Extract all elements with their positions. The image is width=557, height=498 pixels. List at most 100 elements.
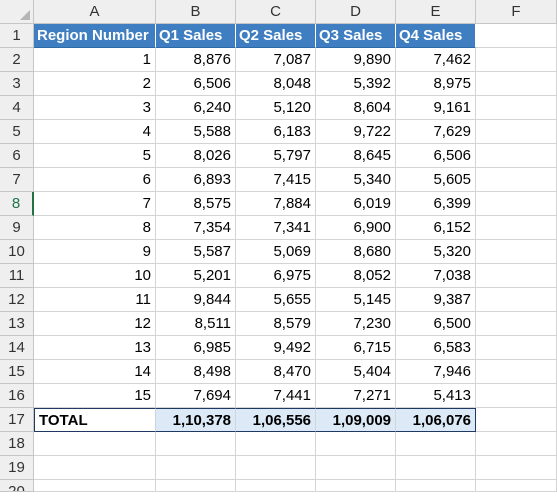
row-header-14[interactable]: 14 <box>0 336 34 360</box>
empty-cell[interactable] <box>476 288 557 312</box>
data-cell[interactable]: 8,975 <box>396 72 476 96</box>
data-cell[interactable]: 5,605 <box>396 168 476 192</box>
data-cell[interactable]: 13 <box>34 336 156 360</box>
column-header-e[interactable]: E <box>396 0 476 24</box>
empty-cell[interactable] <box>476 216 557 240</box>
row-header-13[interactable]: 13 <box>0 312 34 336</box>
data-cell[interactable]: 7,415 <box>236 168 316 192</box>
empty-cell[interactable] <box>34 480 156 492</box>
data-cell[interactable]: 6,019 <box>316 192 396 216</box>
empty-cell[interactable] <box>476 408 557 432</box>
data-cell[interactable]: 7,884 <box>236 192 316 216</box>
select-all-corner[interactable] <box>0 0 34 24</box>
data-cell[interactable]: 10 <box>34 264 156 288</box>
data-cell[interactable]: 7,694 <box>156 384 236 408</box>
header-cell[interactable]: Q3 Sales <box>316 24 396 48</box>
data-cell[interactable]: 7,441 <box>236 384 316 408</box>
data-cell[interactable]: 8 <box>34 216 156 240</box>
column-header-c[interactable]: C <box>236 0 316 24</box>
empty-cell[interactable] <box>476 192 557 216</box>
total-value-cell[interactable]: 1,10,378 <box>156 408 236 432</box>
data-cell[interactable]: 6,399 <box>396 192 476 216</box>
data-cell[interactable]: 6,715 <box>316 336 396 360</box>
empty-cell[interactable] <box>316 432 396 456</box>
row-header-11[interactable]: 11 <box>0 264 34 288</box>
data-cell[interactable]: 14 <box>34 360 156 384</box>
row-header-1[interactable]: 1 <box>0 24 34 48</box>
data-cell[interactable]: 6 <box>34 168 156 192</box>
data-cell[interactable]: 5,797 <box>236 144 316 168</box>
data-cell[interactable]: 8,645 <box>316 144 396 168</box>
data-cell[interactable]: 6,506 <box>156 72 236 96</box>
row-header-3[interactable]: 3 <box>0 72 34 96</box>
data-cell[interactable]: 9 <box>34 240 156 264</box>
data-cell[interactable]: 8,048 <box>236 72 316 96</box>
header-cell[interactable]: Q2 Sales <box>236 24 316 48</box>
empty-cell[interactable] <box>476 264 557 288</box>
row-header-15[interactable]: 15 <box>0 360 34 384</box>
data-cell[interactable]: 3 <box>34 96 156 120</box>
row-header-19[interactable]: 19 <box>0 456 34 480</box>
empty-cell[interactable] <box>476 312 557 336</box>
data-cell[interactable]: 6,985 <box>156 336 236 360</box>
header-cell[interactable]: Q1 Sales <box>156 24 236 48</box>
data-cell[interactable]: 6,183 <box>236 120 316 144</box>
data-cell[interactable]: 4 <box>34 120 156 144</box>
row-header-4[interactable]: 4 <box>0 96 34 120</box>
empty-cell[interactable] <box>34 432 156 456</box>
data-cell[interactable]: 5,655 <box>236 288 316 312</box>
empty-cell[interactable] <box>476 456 557 480</box>
empty-cell[interactable] <box>476 168 557 192</box>
row-header-17[interactable]: 17 <box>0 408 34 432</box>
data-cell[interactable]: 7,087 <box>236 48 316 72</box>
empty-cell[interactable] <box>316 456 396 480</box>
data-cell[interactable]: 7,946 <box>396 360 476 384</box>
empty-cell[interactable] <box>476 96 557 120</box>
empty-cell[interactable] <box>236 432 316 456</box>
row-header-16[interactable]: 16 <box>0 384 34 408</box>
data-cell[interactable]: 5,587 <box>156 240 236 264</box>
data-cell[interactable]: 7,629 <box>396 120 476 144</box>
data-cell[interactable]: 5,413 <box>396 384 476 408</box>
empty-cell[interactable] <box>476 360 557 384</box>
data-cell[interactable]: 8,498 <box>156 360 236 384</box>
data-cell[interactable]: 6,975 <box>236 264 316 288</box>
data-cell[interactable]: 5,588 <box>156 120 236 144</box>
data-cell[interactable]: 5 <box>34 144 156 168</box>
empty-cell[interactable] <box>476 384 557 408</box>
data-cell[interactable]: 9,844 <box>156 288 236 312</box>
data-cell[interactable]: 9,161 <box>396 96 476 120</box>
data-cell[interactable]: 8,604 <box>316 96 396 120</box>
header-cell[interactable]: Region Number <box>34 24 156 48</box>
row-header-7[interactable]: 7 <box>0 168 34 192</box>
data-cell[interactable]: 7,462 <box>396 48 476 72</box>
empty-cell[interactable] <box>476 336 557 360</box>
data-cell[interactable]: 8,575 <box>156 192 236 216</box>
total-label-cell[interactable]: TOTAL <box>34 408 156 432</box>
data-cell[interactable]: 15 <box>34 384 156 408</box>
data-cell[interactable]: 8,680 <box>316 240 396 264</box>
data-cell[interactable]: 5,201 <box>156 264 236 288</box>
data-cell[interactable]: 8,876 <box>156 48 236 72</box>
data-cell[interactable]: 6,240 <box>156 96 236 120</box>
data-cell[interactable]: 9,890 <box>316 48 396 72</box>
data-cell[interactable]: 6,893 <box>156 168 236 192</box>
empty-cell[interactable] <box>236 456 316 480</box>
total-value-cell[interactable]: 1,06,556 <box>236 408 316 432</box>
cell-f1[interactable] <box>476 24 557 48</box>
data-cell[interactable]: 7,354 <box>156 216 236 240</box>
empty-cell[interactable] <box>34 456 156 480</box>
data-cell[interactable]: 7,230 <box>316 312 396 336</box>
empty-cell[interactable] <box>476 432 557 456</box>
row-header-9[interactable]: 9 <box>0 216 34 240</box>
header-cell[interactable]: Q4 Sales <box>396 24 476 48</box>
data-cell[interactable]: 6,152 <box>396 216 476 240</box>
column-header-d[interactable]: D <box>316 0 396 24</box>
data-cell[interactable]: 8,511 <box>156 312 236 336</box>
empty-cell[interactable] <box>396 456 476 480</box>
row-header-5[interactable]: 5 <box>0 120 34 144</box>
empty-cell[interactable] <box>156 456 236 480</box>
empty-cell[interactable] <box>316 480 396 492</box>
data-cell[interactable]: 6,500 <box>396 312 476 336</box>
data-cell[interactable]: 7,271 <box>316 384 396 408</box>
